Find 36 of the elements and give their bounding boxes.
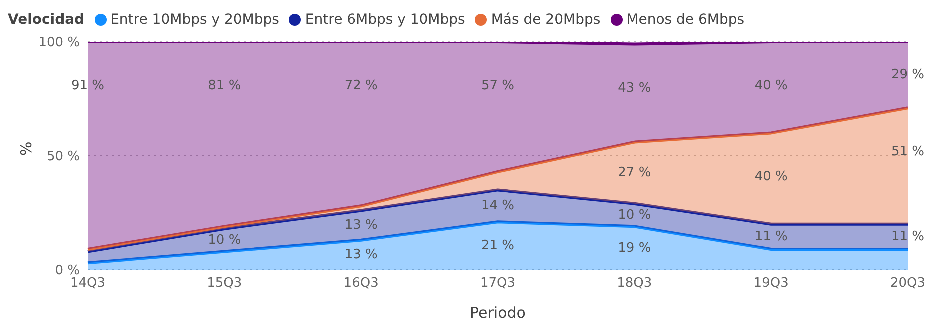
data-label: 21 % <box>481 238 515 254</box>
x-tick-label: 16Q3 <box>344 276 379 292</box>
data-label: 57 % <box>481 78 515 94</box>
y-axis-title: % <box>17 142 36 156</box>
x-tick-label: 20Q3 <box>890 276 926 292</box>
y-tick-label: 100 % <box>38 36 80 51</box>
data-label: 13 % <box>344 248 378 263</box>
x-tick-label: 14Q3 <box>70 276 106 292</box>
data-label: 11 % <box>754 229 788 245</box>
data-label: 40 % <box>754 170 788 185</box>
data-label: 13 % <box>344 218 378 234</box>
legend-title: Velocidad <box>8 12 85 28</box>
x-tick-label: 18Q3 <box>617 276 652 292</box>
data-label: 14 % <box>481 198 515 214</box>
data-label: 72 % <box>344 78 378 94</box>
data-label: 10 % <box>618 208 652 223</box>
data-label: 43 % <box>618 80 652 96</box>
data-label: 51 % <box>891 144 925 160</box>
x-tick-label: 19Q3 <box>754 276 789 292</box>
y-tick-label: 50 % <box>46 150 80 165</box>
legend-label: Menos de 6Mbps <box>626 12 745 28</box>
data-label: 27 % <box>618 166 652 181</box>
x-axis-title: Periodo <box>470 304 526 322</box>
data-label: 19 % <box>618 240 652 256</box>
data-label: 29 % <box>891 68 925 83</box>
data-label: 11 % <box>891 229 925 245</box>
x-tick-label: 15Q3 <box>207 276 242 292</box>
data-label: 40 % <box>754 78 788 94</box>
legend-label: Más de 20Mbps <box>490 12 601 28</box>
legend-label: Entre 6Mbps y 10Mbps <box>304 12 466 28</box>
legend-label: Entre 10Mbps y 20Mbps <box>110 12 280 28</box>
x-tick-label: 17Q3 <box>480 276 516 292</box>
data-label: 91 % <box>71 78 105 94</box>
data-label: 81 % <box>208 78 242 94</box>
data-label: 10 % <box>208 232 242 248</box>
y-tick-label: 0 % <box>55 264 80 279</box>
